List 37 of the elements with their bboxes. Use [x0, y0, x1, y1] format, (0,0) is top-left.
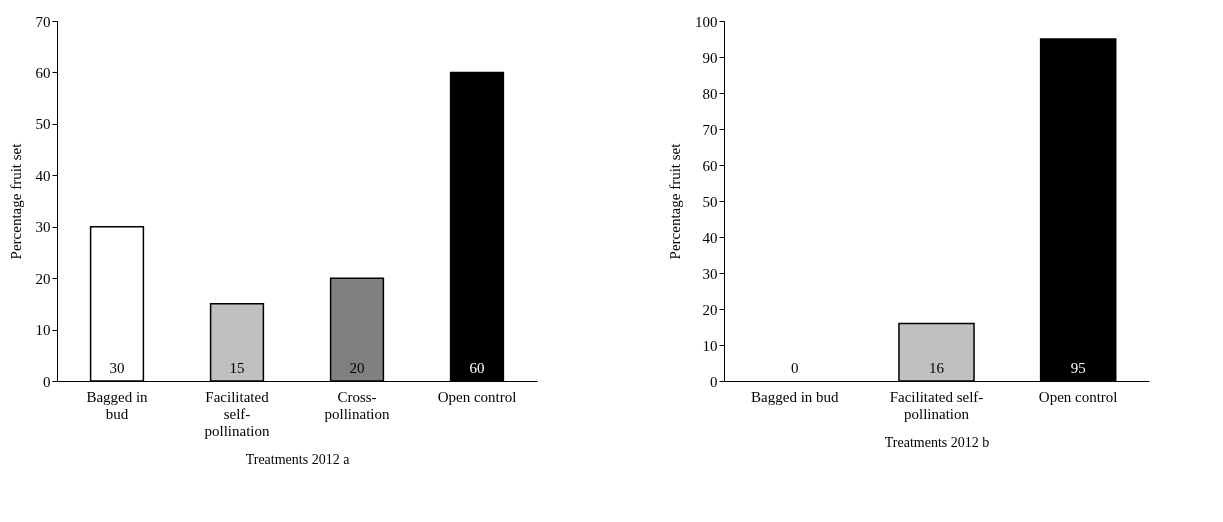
y-tick-label: 50: [702, 193, 718, 210]
x-tick-label: Facilitated self-pollination: [889, 388, 984, 422]
y-tick-label: 0: [43, 373, 51, 390]
y-tick-label: 80: [702, 85, 718, 102]
y-tick-label: 90: [702, 49, 718, 66]
y-tick-label: 20: [35, 270, 51, 287]
y-tick-label: 60: [35, 64, 51, 81]
data-label: 30: [109, 360, 125, 376]
y-tick-label: 60: [702, 157, 718, 174]
y-tick-label: 40: [702, 229, 718, 246]
x-tick-label: Facilitated self-pollination: [204, 388, 270, 439]
x-axis-title: Treatments 2012 b: [884, 434, 990, 450]
x-tick-label: Bagged in bud: [751, 388, 840, 405]
y-tick-label: 70: [702, 121, 718, 138]
x-tick-label: Cross-pollination: [324, 388, 390, 422]
x-axis-title: Treatments 2012 a: [245, 451, 351, 467]
data-label: 20: [349, 360, 365, 376]
y-tick-label: 0: [710, 373, 718, 390]
data-label: 0: [791, 360, 799, 376]
y-tick-label: 30: [35, 219, 51, 236]
y-tick-label: 100: [695, 13, 718, 30]
y-tick-label: 10: [702, 337, 718, 354]
x-tick-label: Open control: [437, 388, 517, 405]
y-tick-label: 50: [35, 116, 51, 133]
y-tick-label: 10: [35, 322, 51, 339]
y-tick-label: 70: [35, 13, 51, 30]
y-tick-label: 30: [702, 265, 718, 282]
data-label: 95: [1070, 360, 1086, 376]
y-axis-title: Percentage fruit set: [7, 142, 24, 260]
data-label: 60: [469, 360, 485, 376]
y-tick-label: 40: [35, 167, 51, 184]
y-axis-title: Percentage fruit set: [667, 142, 683, 260]
x-tick-label: Bagged in bud: [86, 388, 149, 422]
data-label: 15: [229, 360, 245, 376]
data-label: 16: [929, 360, 945, 376]
x-tick-label: Open control: [1038, 388, 1118, 405]
y-tick-label: 20: [702, 301, 718, 318]
